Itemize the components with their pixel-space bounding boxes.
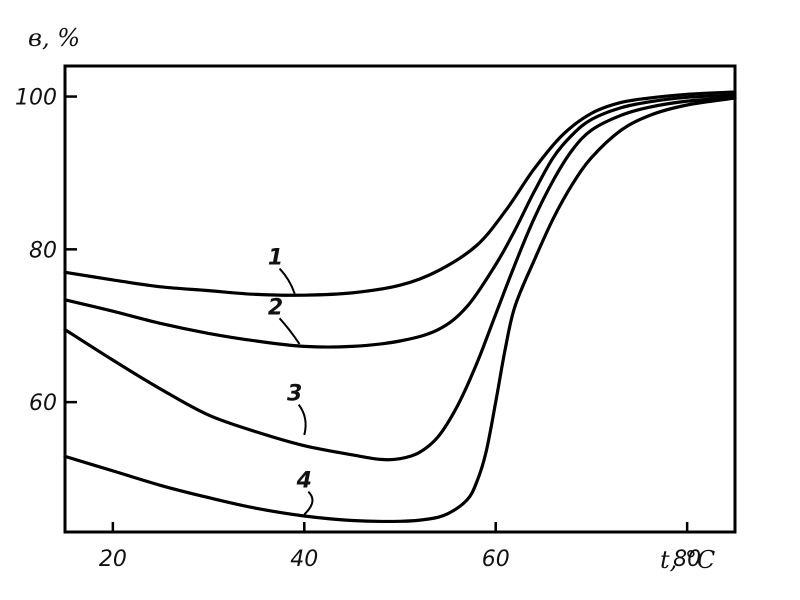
- x-axis-label: t, °C: [660, 546, 715, 574]
- series-4-line: [63, 96, 737, 524]
- x-tick-label: 80: [673, 547, 701, 572]
- tick-labels: 20 40 60 80 60 80 100: [15, 86, 701, 572]
- series-3-line: [63, 95, 737, 462]
- x-tick-label: 40: [290, 547, 318, 572]
- series-3-leader: [297, 403, 307, 436]
- series-2-label: 2: [268, 295, 283, 320]
- curves: [63, 90, 737, 524]
- ticks: [65, 95, 689, 532]
- y-axis-label: в, %: [28, 24, 80, 52]
- series-2-leader: [278, 317, 301, 345]
- series-1-label: 1: [268, 246, 283, 271]
- series-1-line: [63, 90, 737, 297]
- y-tick-label: 100: [15, 86, 57, 111]
- series-4-label: 4: [296, 469, 312, 494]
- x-tick-label: 60: [482, 547, 510, 572]
- series-3-label: 3: [287, 382, 302, 407]
- x-tick-label: 20: [99, 547, 127, 572]
- series-1-leader: [278, 267, 296, 294]
- y-tick-label: 60: [29, 391, 57, 416]
- series-2-line: [63, 93, 737, 349]
- y-tick-label: 80: [29, 238, 57, 263]
- series-4-leader: [303, 490, 314, 516]
- curve-labels: 1 2 3 4: [268, 246, 314, 516]
- plot-frame: [63, 64, 737, 534]
